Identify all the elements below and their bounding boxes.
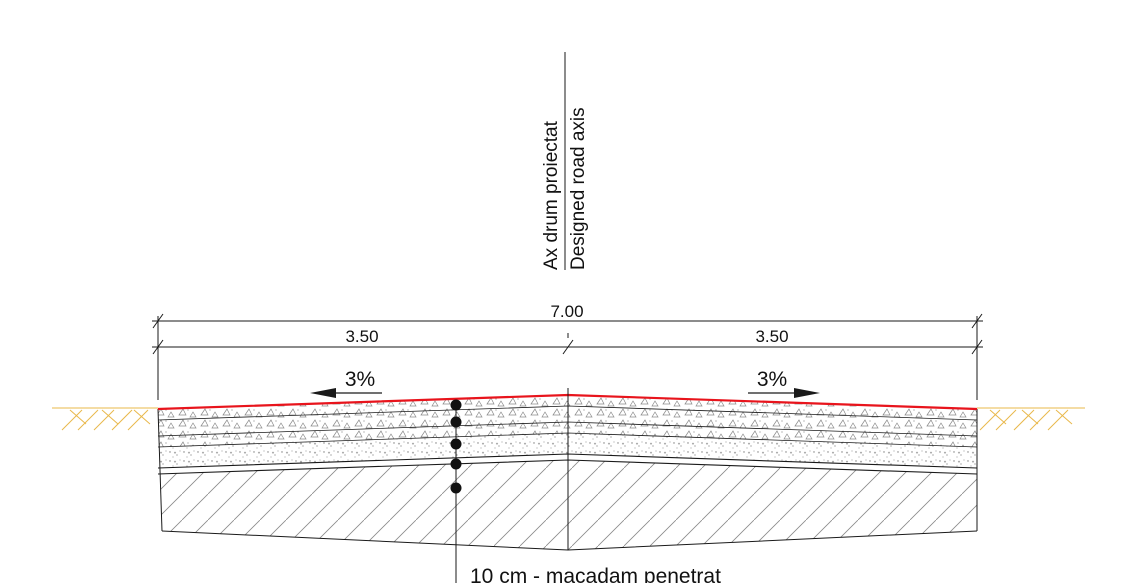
callout-text: 10 cm - macadam penetrat <box>470 565 721 583</box>
dimension-left-label: 3.50 <box>345 327 378 346</box>
axis-label-line2: Designed road axis <box>568 107 589 270</box>
dimension-halves <box>152 339 983 355</box>
slope-right-label: 3% <box>757 368 787 391</box>
dimension-total <box>152 313 983 400</box>
axis-label-line1: Ax drum proiectat <box>541 120 562 270</box>
dimension-total-label: 7.00 <box>550 302 583 321</box>
slope-left <box>310 388 382 398</box>
ground-hatch-left <box>52 407 158 431</box>
dimension-right-label: 3.50 <box>755 327 788 346</box>
axis-label-group: Ax drum proiectat Designed road axis <box>541 52 589 270</box>
layer-callout-markers <box>450 399 462 583</box>
slope-right <box>748 388 820 398</box>
slope-left-label: 3% <box>345 368 375 391</box>
ground-hatch-right <box>977 407 1085 431</box>
